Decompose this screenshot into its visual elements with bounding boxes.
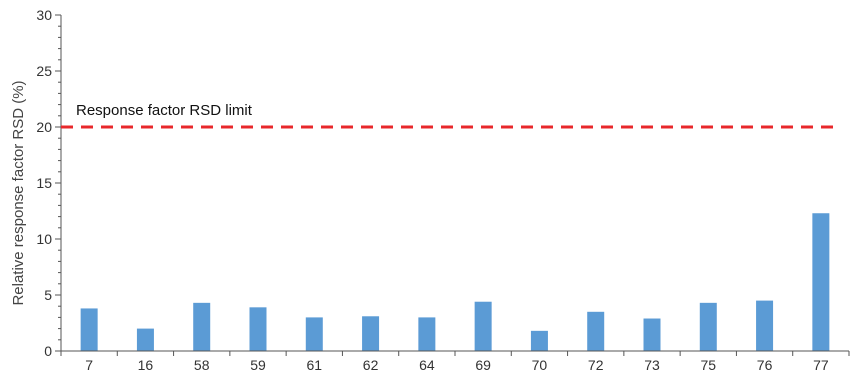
bar [418,317,436,351]
y-tick-label: 10 [36,231,52,247]
x-tick-label: 69 [475,357,491,372]
x-tick-label: 59 [250,357,266,372]
rsd-limit-label: Response factor RSD limit [76,102,253,119]
x-tick-label: 73 [644,357,660,372]
bar [699,302,717,351]
x-tick-label: 58 [194,357,210,372]
x-tick-label: 77 [813,357,829,372]
bar [249,307,267,351]
y-tick-label: 25 [36,63,52,79]
bar [474,301,492,351]
bar [193,302,211,351]
bar [362,316,380,351]
bar [643,318,661,351]
y-axis-ticks: 0 5 10 15 20 25 30 [36,7,61,359]
x-tick-label: 64 [419,357,435,372]
y-tick-label: 15 [36,175,52,191]
x-axis-ticks: 7 16 58 59 61 62 64 69 70 72 73 75 76 77 [60,351,850,372]
bar [80,308,98,351]
x-tick-label: 62 [363,357,379,372]
x-tick-label: 7 [85,357,93,372]
x-tick-label: 72 [588,357,604,372]
x-tick-label: 70 [532,357,548,372]
bar [136,328,154,351]
x-tick-label: 75 [700,357,716,372]
x-tick-label: 61 [306,357,322,372]
x-tick-label: 76 [757,357,773,372]
bar [812,213,830,351]
bar [587,311,605,351]
y-tick-label: 0 [44,343,52,359]
y-tick-label: 5 [44,287,52,303]
x-tick-label: 16 [138,357,154,372]
bar [305,317,323,351]
bar [530,330,548,351]
bar [756,300,774,351]
y-tick-label: 30 [36,7,52,23]
bars [80,213,830,351]
y-axis-title: Relative response factor RSD (%) [10,80,27,305]
y-tick-label: 20 [36,119,52,135]
